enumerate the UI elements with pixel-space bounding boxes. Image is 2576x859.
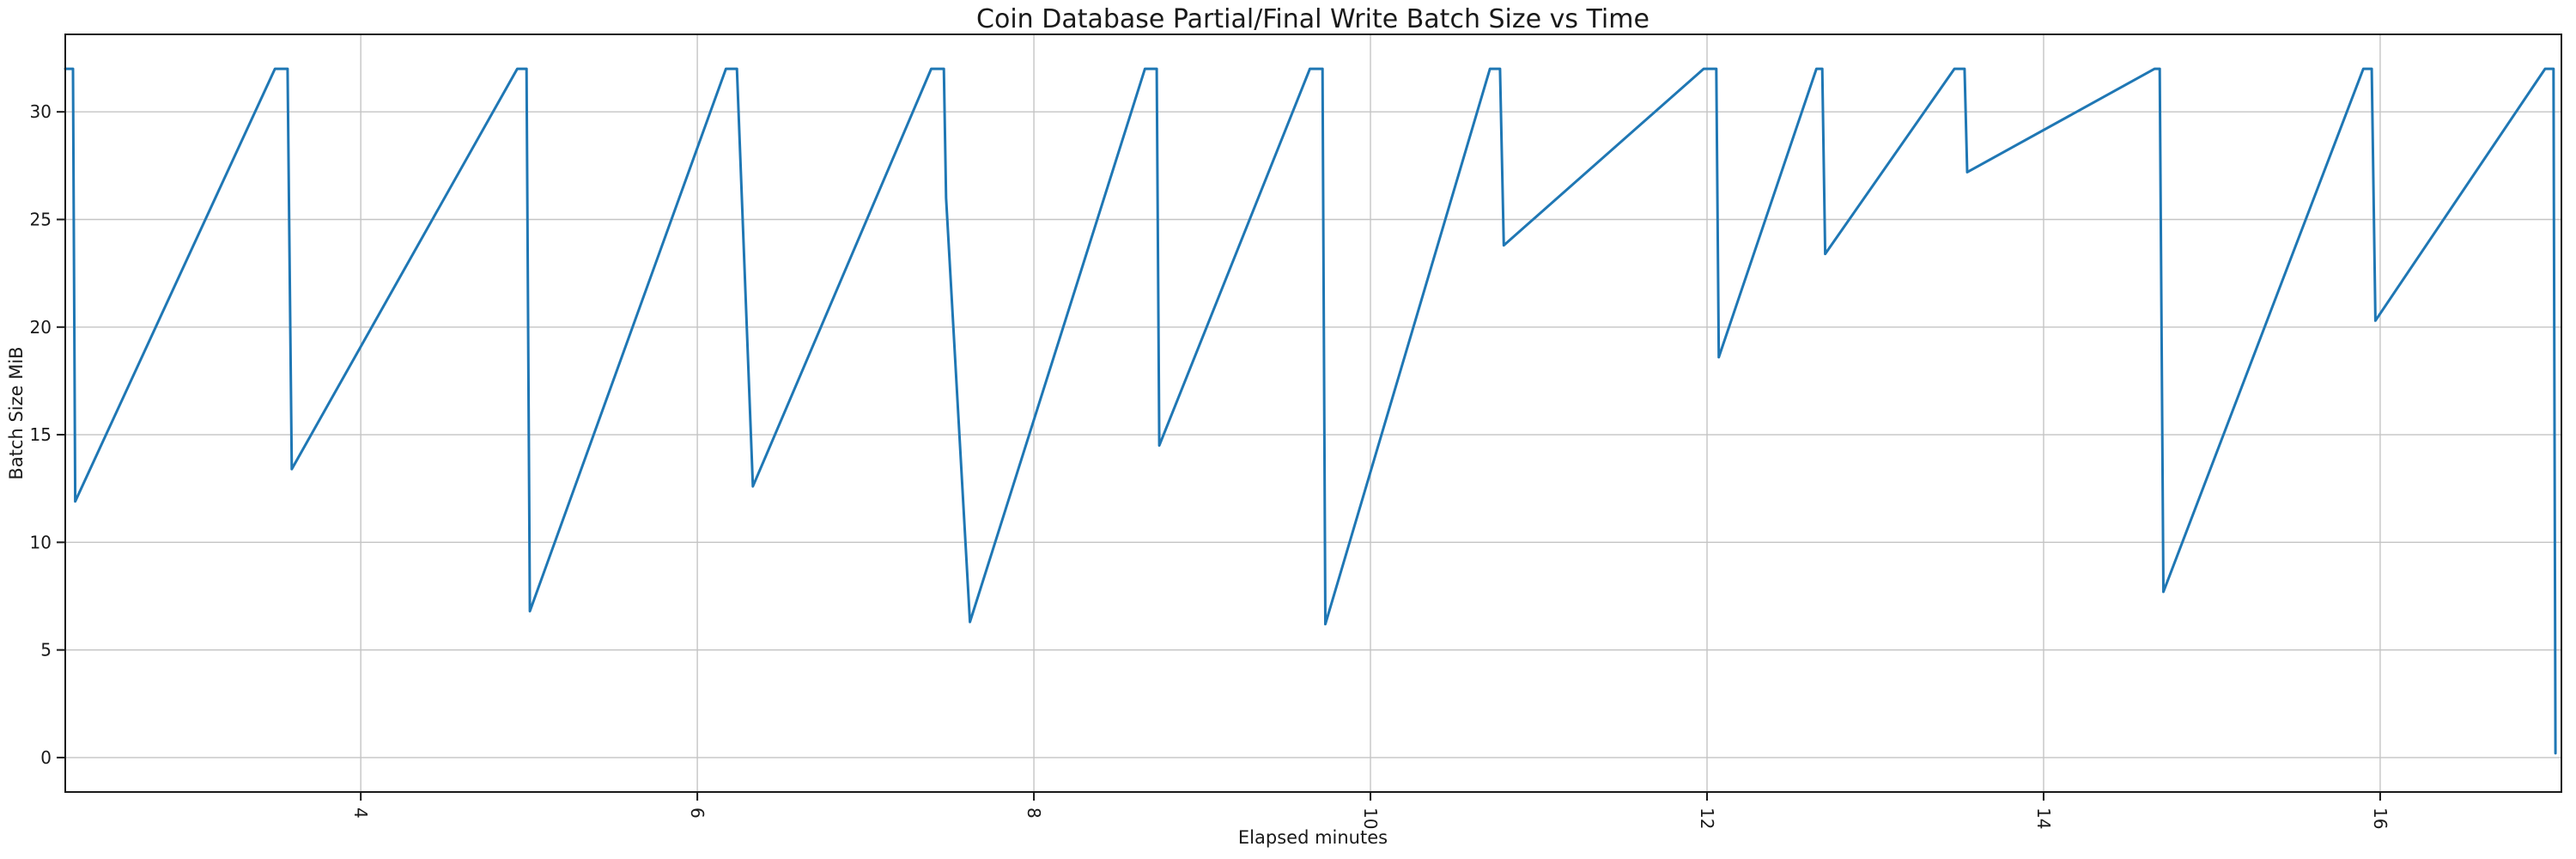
x-tick-label: 14: [2033, 807, 2054, 829]
tick-layer: 4 6 8 10 12 14 16 0 5 10 15 20 25 30: [30, 101, 2391, 829]
axes-spines: [64, 34, 2562, 793]
plot-border: [64, 34, 2562, 793]
y-tick-label: 25: [30, 209, 52, 229]
x-tick-label: 12: [1697, 807, 1717, 829]
x-tick-label: 4: [350, 807, 371, 819]
chart-title: Coin Database Partial/Final Write Batch …: [976, 4, 1649, 34]
x-tick-label: 8: [1024, 807, 1044, 819]
y-tick-label: 5: [40, 640, 52, 661]
data-line-write-batch-size-mib: [64, 67, 2557, 755]
y-axis-label: Batch Size MiB: [6, 346, 27, 479]
y-tick-label: 10: [30, 532, 52, 552]
series-layer: [64, 67, 2557, 755]
x-tick-label: 6: [687, 807, 708, 819]
grid-layer: [65, 34, 2561, 792]
x-axis-label: Elapsed minutes: [1238, 827, 1388, 848]
y-tick-label: 30: [30, 101, 52, 122]
y-tick-label: 15: [30, 424, 52, 445]
x-tick-label: 10: [1360, 807, 1381, 829]
y-tick-label: 20: [30, 317, 52, 338]
x-tick-label: 16: [2370, 807, 2391, 829]
y-tick-label: 0: [40, 747, 52, 768]
